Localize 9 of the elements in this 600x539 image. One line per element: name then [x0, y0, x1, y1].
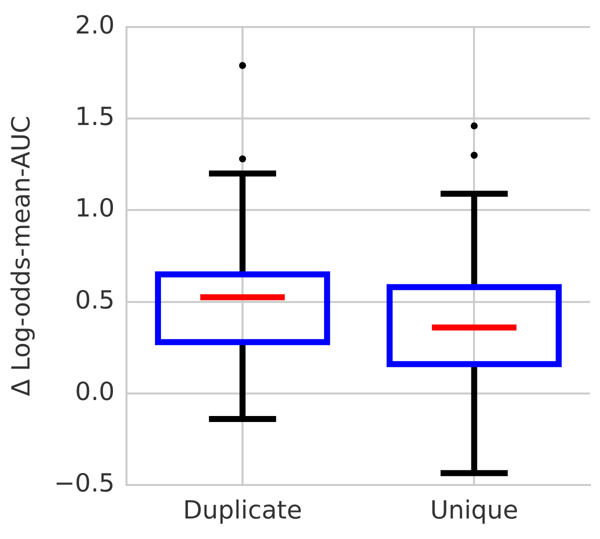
y-tick-label: −0.5	[54, 468, 115, 498]
y-tick-label: 1.0	[74, 194, 115, 223]
x-tick-label: Duplicate	[182, 496, 302, 524]
x-tick-label: Unique	[430, 496, 518, 524]
y-tick-label: 1.5	[74, 102, 115, 132]
y-tick-label: 0.0	[74, 376, 115, 406]
y-tick-label: 0.5	[74, 285, 115, 314]
y-tick-label: 2.0	[74, 10, 115, 40]
y-axis-title: Δ Log-odds-mean-AUC	[6, 116, 36, 396]
